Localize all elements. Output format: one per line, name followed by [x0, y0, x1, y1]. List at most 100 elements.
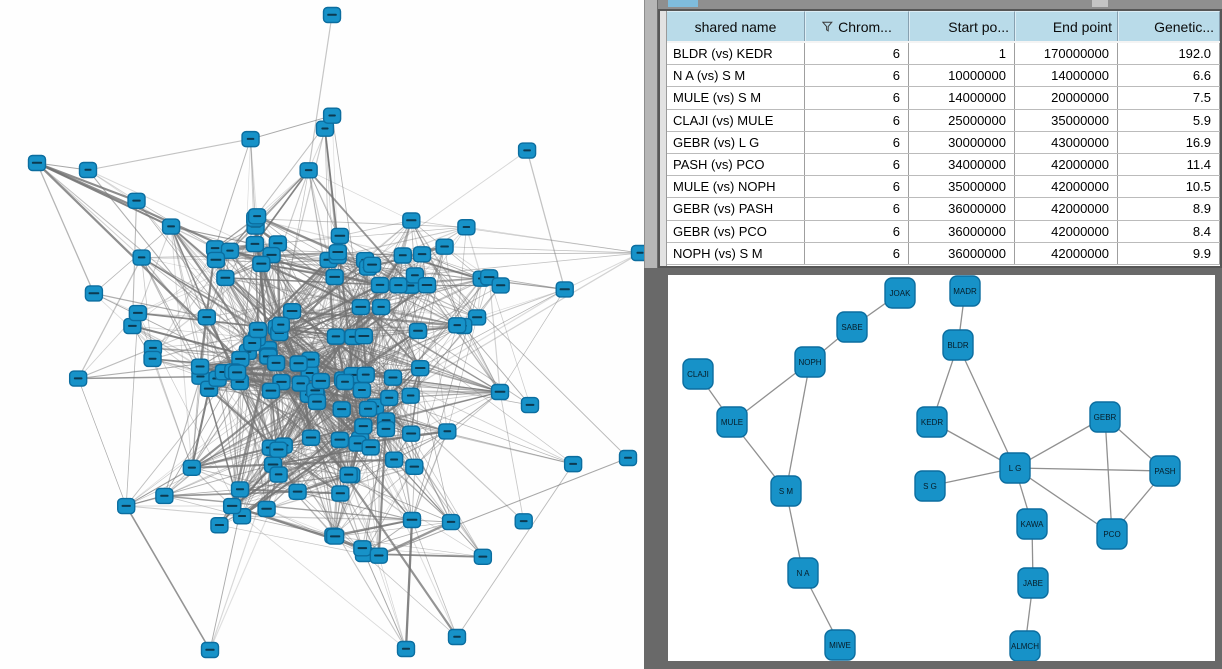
detail-edge-BLDR-LG[interactable]	[957, 344, 1016, 469]
overview-network-canvas[interactable]	[0, 0, 644, 669]
overview-edge	[334, 519, 413, 538]
panel-divider[interactable]	[644, 0, 658, 268]
overview-node-label	[374, 554, 384, 557]
cell-shared-name: MULE (vs) S M	[667, 87, 805, 109]
column-header-shared-name[interactable]: shared name	[667, 11, 805, 41]
detail-node-SM[interactable]	[770, 475, 802, 507]
table-row[interactable]: MULE (vs) S M 6 14000000 20000000 7.5	[667, 87, 1220, 110]
overview-edge	[239, 381, 279, 450]
overview-edge	[335, 536, 483, 558]
overview-node-label	[624, 456, 632, 459]
detail-node-MULE[interactable]	[716, 406, 748, 438]
overview-node-label	[195, 365, 205, 368]
detail-node-MIWE[interactable]	[824, 629, 856, 661]
overview-node-label	[410, 274, 419, 277]
overview-edge	[397, 285, 452, 523]
table-row[interactable]: MULE (vs) NOPH 6 35000000 42000000 10.5	[667, 176, 1220, 199]
detail-node-KEDR[interactable]	[916, 406, 948, 438]
overview-edge	[446, 391, 501, 432]
overview-node-label	[344, 473, 354, 476]
column-header-chrom[interactable]: Chrom...	[805, 11, 909, 41]
overview-node-label	[226, 249, 234, 252]
overview-node-label	[357, 547, 368, 550]
overview-edge	[466, 226, 641, 254]
detail-node-BLDR[interactable]	[942, 329, 974, 361]
overview-edge	[283, 445, 407, 650]
detail-node-JABE[interactable]	[1017, 567, 1049, 599]
detail-node-NOPH[interactable]	[794, 346, 826, 378]
edge-attribute-table: shared name Chrom... Start po... End point G…	[667, 11, 1220, 266]
overview-edge	[526, 150, 566, 290]
overview-edge	[465, 227, 483, 279]
detail-node-PASH[interactable]	[1149, 455, 1181, 487]
detail-node-GEBR[interactable]	[1089, 401, 1121, 433]
overview-node-label	[73, 377, 83, 380]
detail-edge-GEBR-PCO[interactable]	[1104, 416, 1113, 535]
overview-edge	[219, 524, 365, 555]
overview-edge	[411, 431, 448, 521]
overview-edge	[78, 358, 241, 380]
detail-edge-LG-PCO[interactable]	[1014, 467, 1113, 535]
overview-node-label	[337, 408, 347, 411]
detail-node-label: PCO	[1103, 530, 1120, 539]
detail-edge-NOPH-SM[interactable]	[785, 361, 811, 492]
cell-value: 6	[805, 109, 909, 131]
overview-edge	[164, 447, 272, 497]
overview-node-label	[235, 357, 246, 360]
overview-edge	[141, 257, 458, 326]
overview-edge	[152, 329, 259, 360]
detail-node-SG[interactable]	[914, 470, 946, 502]
table-row[interactable]: N A (vs) S M 6 10000000 14000000 6.6	[667, 65, 1220, 88]
table-row[interactable]: PASH (vs) PCO 6 34000000 42000000 11.4	[667, 153, 1220, 177]
detail-node-CLAJI[interactable]	[682, 358, 714, 390]
overview-edge	[77, 257, 143, 379]
cell-value: 36000000	[909, 220, 1015, 242]
column-header-genetic[interactable]: Genetic...	[1118, 11, 1220, 41]
table-row[interactable]: CLAJI (vs) MULE 6 25000000 35000000 5.9	[667, 109, 1220, 132]
filter-funnel-icon[interactable]	[822, 21, 834, 32]
overview-edge	[77, 347, 154, 380]
detail-node-label: ALMCH	[1011, 642, 1039, 651]
overview-edge	[191, 446, 272, 469]
detail-node-MADR[interactable]	[949, 275, 981, 307]
overview-network-panel[interactable]	[0, 0, 644, 669]
overview-node-label	[214, 524, 225, 527]
detail-node-SABE[interactable]	[836, 311, 868, 343]
overview-node-label	[398, 254, 407, 257]
overview-edge	[239, 381, 574, 465]
column-header-end-point[interactable]: End point	[1015, 11, 1118, 41]
detail-node-LG[interactable]	[999, 452, 1031, 484]
detail-node-PCO[interactable]	[1096, 518, 1128, 550]
overview-node-label	[273, 242, 283, 245]
overview-edge	[93, 292, 207, 318]
table-row[interactable]: GEBR (vs) L G 6 30000000 43000000 16.9	[667, 131, 1220, 154]
overview-edge	[456, 463, 574, 638]
overview-edge	[298, 284, 428, 364]
table-row[interactable]: NOPH (vs) S M 6 36000000 42000000 9.9	[667, 242, 1220, 265]
cell-value: 8.9	[1118, 198, 1220, 220]
overview-node-label	[210, 247, 220, 250]
overview-edge	[250, 115, 333, 140]
overview-node-label	[353, 442, 362, 445]
scrollbar-notch[interactable]	[1092, 0, 1108, 7]
detail-node-label: GEBR	[1094, 413, 1117, 422]
detail-node-KAWA[interactable]	[1016, 508, 1048, 540]
detail-node-JOAK[interactable]	[884, 277, 916, 309]
table-row[interactable]: GEBR (vs) PASH 6 36000000 42000000 8.9	[667, 198, 1220, 221]
detail-node-NA[interactable]	[787, 557, 819, 589]
column-header-start-po[interactable]: Start po...	[909, 11, 1015, 41]
detail-node-label: JABE	[1023, 579, 1043, 588]
overview-edge	[335, 521, 452, 537]
detail-network-canvas[interactable]: JOAK MADR SABE BLDR NOPH CLAJI MULE KEDR GEBR L G…	[668, 275, 1215, 661]
overview-edge	[337, 255, 415, 467]
detail-edge-LG-PASH[interactable]	[1014, 467, 1166, 472]
overview-node-label	[187, 466, 196, 469]
detail-node-ALMCH[interactable]	[1009, 630, 1041, 661]
detail-network-viewport[interactable]: JOAK MADR SABE BLDR NOPH CLAJI MULE KEDR GEBR L G…	[668, 275, 1215, 661]
table-row[interactable]: GEBR (vs) PCO 6 36000000 42000000 8.4	[667, 220, 1220, 243]
tab-indicator[interactable]	[668, 0, 698, 7]
cell-value: 6	[805, 198, 909, 220]
table-row[interactable]: BLDR (vs) KEDR 6 1 170000000 192.0	[667, 43, 1220, 66]
overview-edge	[392, 377, 574, 465]
